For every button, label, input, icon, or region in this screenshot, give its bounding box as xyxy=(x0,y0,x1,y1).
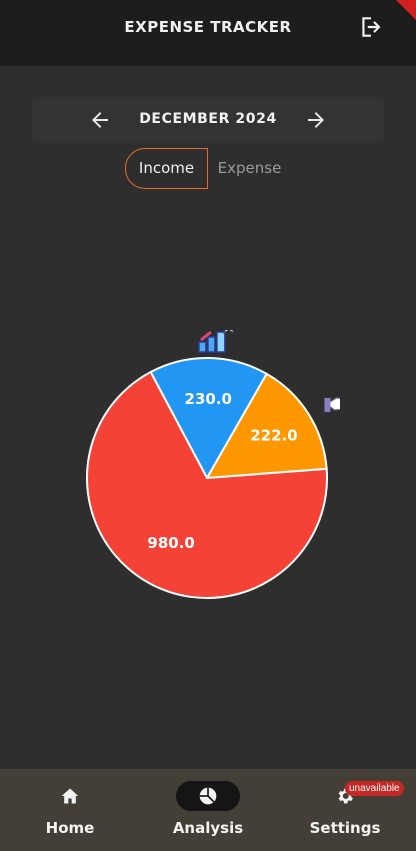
pie-data-label: 222.0 xyxy=(250,427,297,445)
arrow-left-icon[interactable] xyxy=(88,108,112,132)
debug-ribbon xyxy=(396,0,416,20)
app-bar: EXPENSE TRACKER xyxy=(0,0,416,66)
hand-money-icon xyxy=(324,368,374,412)
toggle-expense[interactable]: Expense xyxy=(217,159,282,177)
pie-chart-icon xyxy=(199,787,217,805)
pie-data-label: 980.0 xyxy=(147,534,194,552)
nav-settings-label: Settings xyxy=(309,819,381,837)
page-title: EXPENSE TRACKER xyxy=(124,18,292,36)
income-expense-toggle: Income Expense xyxy=(125,148,291,189)
unavailable-badge: unavailable xyxy=(345,781,404,796)
pie-slice[interactable] xyxy=(86,370,328,599)
nav-analysis-icon-wrap xyxy=(176,781,240,811)
nav-analysis-label: Analysis xyxy=(172,819,244,837)
toggle-income[interactable]: Income xyxy=(125,148,208,189)
logout-icon[interactable] xyxy=(358,14,384,40)
pie-slice[interactable] xyxy=(149,357,269,481)
pie-data-label: 230.0 xyxy=(185,390,232,408)
growth-chart-icon xyxy=(198,318,238,353)
bottom-navigation: Home Analysis Settings xyxy=(0,769,416,851)
nav-home-label: Home xyxy=(45,819,95,837)
home-icon xyxy=(61,788,79,804)
month-label: DECEMBER 2024 xyxy=(139,111,277,127)
nav-analysis[interactable]: Analysis xyxy=(160,769,256,851)
nav-home[interactable]: Home xyxy=(30,769,110,851)
month-selector: DECEMBER 2024 xyxy=(32,97,384,143)
pie-slice[interactable] xyxy=(205,372,328,480)
arrow-right-icon[interactable] xyxy=(304,108,328,132)
nav-home-icon-wrap xyxy=(38,781,102,811)
